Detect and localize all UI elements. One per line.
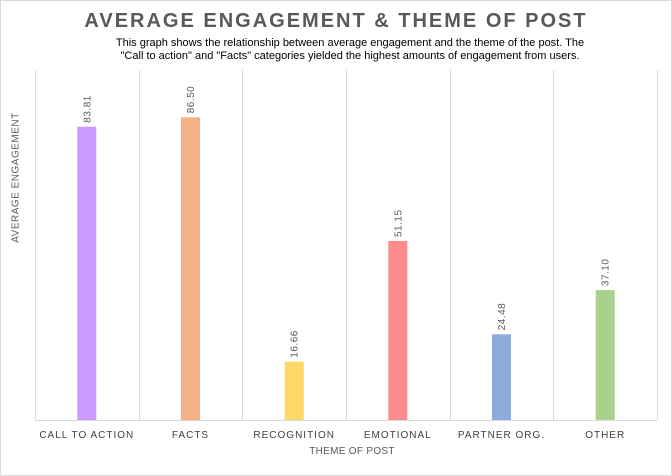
chart-subtitle: This graph shows the relationship betwee…	[100, 37, 600, 63]
bar-1	[181, 117, 200, 421]
category-label-4: PARTNER ORG.	[458, 430, 545, 441]
category-label-2: RECOGNITION	[253, 430, 335, 441]
data-label-1: 86.50	[186, 86, 197, 114]
chart-subtitle-line-1: This graph shows the relationship betwee…	[115, 37, 585, 49]
category-label-5: OTHER	[585, 430, 625, 441]
data-label-0: 83.81	[82, 95, 93, 123]
bar-0	[77, 126, 97, 420]
data-label-2: 16.66	[290, 330, 301, 358]
data-label-5: 37.10	[601, 259, 612, 287]
x-axis-label: THEME OF POST	[309, 446, 395, 457]
data-label-4: 24.48	[497, 303, 508, 331]
chart-subtitle-line-2: "Call to action" and "Facts" categories …	[120, 50, 580, 62]
bar-4	[492, 334, 511, 420]
category-label-1: FACTS	[172, 430, 209, 441]
category-label-0: CALL TO ACTION	[39, 430, 134, 441]
bar-3	[388, 241, 408, 420]
data-label-3: 51.15	[393, 209, 404, 237]
bar-5	[595, 290, 615, 420]
chart-title: AVERAGE ENGAGEMENT & THEME OF POST	[84, 10, 588, 32]
bar-2	[284, 361, 304, 420]
category-label-3: EMOTIONAL	[364, 430, 432, 441]
